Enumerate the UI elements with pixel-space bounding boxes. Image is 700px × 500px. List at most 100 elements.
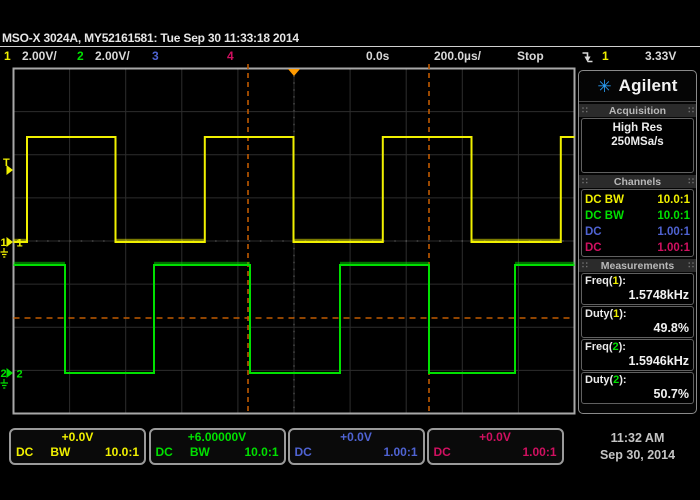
ch4-probe-label: 1.00:1 — [522, 445, 557, 459]
sidebar: ✳ Agilent ∷ Acquisition ∷ High Res 250MS… — [578, 70, 697, 414]
ch1-probe-label: 10.0:1 — [104, 445, 139, 459]
drag-grip-icon: ∷ — [688, 176, 694, 186]
ch1-bw-label: BW — [50, 445, 71, 459]
channel-row-1: DC BW 10.0:1 — [585, 192, 690, 208]
trigger-level-arrow-icon — [6, 165, 13, 175]
ch4-settings-box: +0.0V DC 1.00:1 — [426, 428, 564, 465]
meas-label-text: ): — [618, 341, 626, 353]
trigger-level-readout: 3.33V — [645, 49, 677, 63]
channel-row-4: DC 1.00:1 — [585, 240, 690, 256]
channel-row-3: DC 1.00:1 — [585, 224, 690, 240]
ch1-plot-label: 1 — [17, 238, 23, 250]
acquisition-title: Acquisition — [608, 104, 667, 117]
meas-channel-number: 1 — [613, 308, 620, 320]
timebase-readout: 200.0µs/ — [434, 49, 481, 63]
duty1-value: 49.8% — [653, 321, 689, 335]
ch1-noise-band — [471, 238, 561, 242]
ch2-probe: 10.0:1 — [657, 210, 690, 222]
ch4-coupling-label: DC — [433, 445, 451, 459]
trigger-falling-edge-icon — [582, 52, 593, 63]
ch1-noise-band — [115, 238, 205, 242]
ch1-noise-band — [13, 238, 27, 242]
meas-label-text: ): — [619, 308, 627, 320]
meas-label-text: ): — [618, 275, 626, 287]
ch2-noise-band — [154, 261, 250, 265]
ch1-probe: 10.0:1 — [657, 194, 690, 206]
clock: 11:32 AM Sep 30, 2014 — [578, 430, 697, 464]
ch2-coupling-label: DC — [155, 445, 173, 459]
drag-grip-icon: ∷ — [688, 105, 694, 115]
ch2-ground-marker-arrow-icon — [6, 368, 13, 378]
channel-row-2: DC BW 10.0:1 — [585, 208, 690, 224]
ch1-offset: +0.0V — [61, 430, 94, 444]
ch3-settings-box: +0.0V DC 1.00:1 — [287, 428, 425, 465]
title-bar: MSO-X 3024A, MY52161581: Tue Sep 30 11:3… — [2, 31, 299, 45]
acquisition-mode: High Res — [612, 122, 663, 134]
ch2-noise-band — [515, 261, 575, 265]
section-header-channels[interactable]: ∷ Channels ∷ — [579, 175, 696, 188]
ch4-coupling: DC — [585, 242, 602, 254]
freq1-value: 1.5748kHz — [628, 288, 689, 302]
trigger-source-readout: 1 — [602, 49, 609, 63]
ch4-offset: +0.0V — [479, 430, 511, 444]
ch1-number: 1 — [4, 49, 11, 63]
ch3-offset: +0.0V — [340, 430, 372, 444]
brand-header: ✳ Agilent — [579, 71, 696, 102]
ch1-settings-box: +0.0V DC BW 10.0:1 — [9, 428, 146, 465]
meas-label-text: Duty( — [585, 374, 614, 386]
run-state-readout: Stop — [517, 49, 544, 63]
measurement-duty1: Duty(1): 49.8% — [581, 306, 694, 338]
ch2-trace — [13, 264, 575, 374]
ch3-probe: 1.00:1 — [657, 226, 690, 238]
ch1-ground-symbol-icon — [0, 248, 8, 258]
delay-readout: 0.0s — [366, 49, 390, 63]
ch2-settings-box: +6.00000V DC BW 10.0:1 — [148, 428, 286, 465]
measurements-title: Measurements — [600, 259, 675, 272]
meas-label-text: Duty( — [585, 308, 614, 320]
ch2-ground-symbol-icon — [0, 379, 8, 389]
drag-grip-icon: ∷ — [582, 105, 588, 115]
waveform-display: T 1 1 2 2 — [0, 64, 576, 415]
ch3-probe-label: 1.00:1 — [383, 445, 418, 459]
ch4-number: 4 — [227, 49, 234, 63]
ch2-bw-label: BW — [189, 445, 210, 459]
ch1-coupling: DC BW — [585, 194, 624, 206]
duty2-value: 50.7% — [653, 387, 689, 401]
ch2-plot-label: 2 — [17, 369, 23, 381]
meas-channel-number: 2 — [613, 374, 620, 386]
ch1-trace — [13, 136, 575, 243]
trigger-level-label: T — [3, 157, 10, 169]
agilent-logo-icon: ✳ — [597, 76, 612, 96]
ch2-noise-band — [340, 261, 429, 265]
drag-grip-icon: ∷ — [688, 260, 694, 270]
ch2-coupling: DC BW — [585, 210, 624, 222]
ch2-ground-marker-number: 2 — [1, 368, 7, 380]
sample-rate: 250MSa/s — [611, 136, 664, 148]
ch3-coupling: DC — [585, 226, 602, 238]
ch2-probe-label: 10.0:1 — [244, 445, 279, 459]
measurement-freq1: Freq(1): 1.5748kHz — [581, 273, 694, 305]
ch3-number: 3 — [152, 49, 159, 63]
trigger-position-marker — [288, 69, 300, 76]
ch3-coupling-label: DC — [294, 445, 312, 459]
meas-channel-number: 2 — [612, 341, 619, 353]
ch1-ground-marker-number: 1 — [1, 237, 7, 249]
acquisition-panel: High Res 250MSa/s — [581, 118, 694, 173]
ch1-ground-marker-arrow-icon — [6, 237, 13, 247]
status-bar: 1 2.00V/ 2 2.00V/ 3 4 0.0s 200.0µs/ Stop… — [0, 48, 700, 65]
meas-channel-number: 1 — [612, 275, 619, 287]
drag-grip-icon: ∷ — [582, 260, 588, 270]
section-header-measurements[interactable]: ∷ Measurements ∷ — [579, 259, 696, 272]
freq2-value: 1.5946kHz — [628, 354, 689, 368]
ch1-coupling-label: DC — [16, 445, 34, 459]
section-header-acquisition[interactable]: ∷ Acquisition ∷ — [579, 104, 696, 117]
measurement-duty2: Duty(2): 50.7% — [581, 372, 694, 404]
ch1-noise-band — [293, 238, 383, 242]
drag-grip-icon: ∷ — [582, 176, 588, 186]
meas-label-text: ): — [619, 374, 627, 386]
clock-date: Sep 30, 2014 — [599, 448, 676, 462]
meas-label-text: Freq( — [585, 275, 613, 287]
measurement-freq2: Freq(2): 1.5946kHz — [581, 339, 694, 371]
ch1-scale-readout: 2.00V/ — [22, 49, 57, 63]
